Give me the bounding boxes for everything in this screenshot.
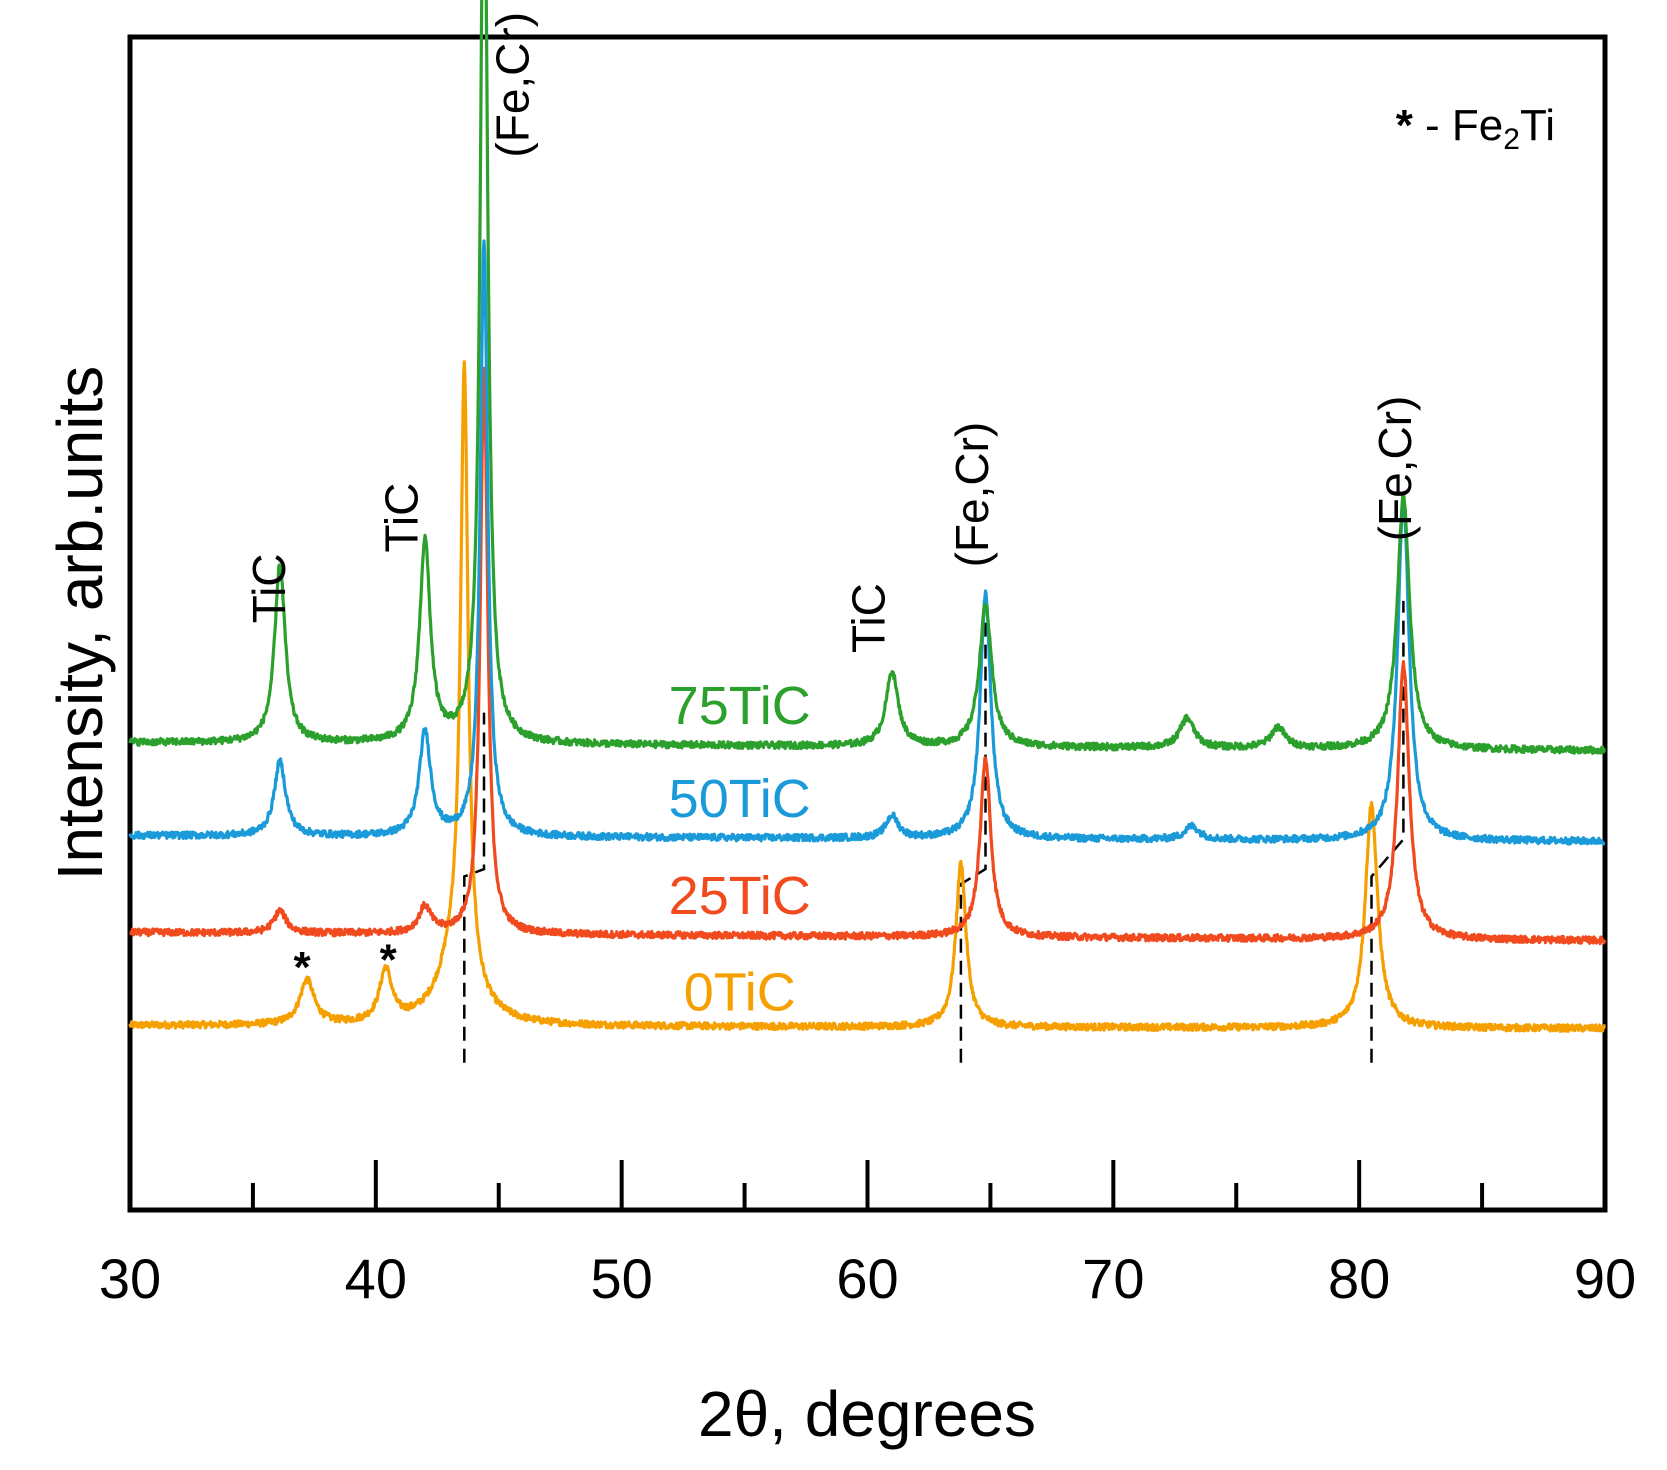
series-label: 75TiC bbox=[669, 676, 811, 736]
peak-label: TiC bbox=[376, 483, 428, 553]
x-tick-label: 50 bbox=[591, 1247, 653, 1310]
y-axis-title: Intensity, arb.units bbox=[44, 366, 116, 881]
series-label: 25TiC bbox=[669, 866, 811, 926]
legend-text-tail: Ti bbox=[1520, 101, 1555, 150]
peak-guide-line bbox=[1370, 600, 1405, 1063]
series-line-0TiC bbox=[128, 360, 1606, 1033]
fe2ti-star-marker: * bbox=[380, 936, 398, 985]
x-tick-label: 90 bbox=[1574, 1247, 1636, 1310]
series-line-50TiC bbox=[128, 239, 1606, 846]
legend: * - Fe2Ti bbox=[1396, 101, 1555, 156]
x-axis-title: 2θ, degrees bbox=[698, 1378, 1036, 1450]
peak-shift-guides bbox=[463, 600, 1405, 1063]
series-line-75TiC bbox=[128, 0, 1606, 755]
series-label: 50TiC bbox=[669, 769, 811, 829]
legend-star-icon: * bbox=[1396, 101, 1414, 150]
series-line-25TiC bbox=[129, 366, 1607, 946]
series-lines bbox=[128, 0, 1607, 1033]
x-tick-label: 30 bbox=[99, 1247, 161, 1310]
legend-subscript: 2 bbox=[1503, 123, 1520, 156]
legend-text: - Fe bbox=[1413, 101, 1503, 150]
x-axis-tick-labels: 30 40 50 60 70 80 90 bbox=[99, 1247, 1636, 1310]
x-tick-label: 40 bbox=[345, 1247, 407, 1310]
x-tick-label: 70 bbox=[1082, 1247, 1144, 1310]
peak-label: (Fe,Cr) bbox=[1369, 396, 1421, 542]
peak-guide-line bbox=[463, 712, 486, 1063]
peak-guide-line bbox=[959, 615, 987, 1063]
series-label: 0TiC bbox=[684, 963, 796, 1023]
peak-label: TiC bbox=[243, 553, 295, 623]
x-axis-ticks bbox=[250, 1160, 1485, 1210]
peak-label: TiC bbox=[843, 583, 895, 653]
fe2ti-star-marker: * bbox=[294, 943, 312, 992]
peak-annotations: TiC TiC TiC (Fe,Cr) (Fe,Cr) (Fe,Cr) * * bbox=[243, 12, 1421, 992]
peak-label: (Fe,Cr) bbox=[946, 422, 998, 568]
x-tick-label: 60 bbox=[836, 1247, 898, 1310]
peak-label: (Fe,Cr) bbox=[486, 12, 538, 158]
x-tick-label: 80 bbox=[1328, 1247, 1390, 1310]
series-labels: 0TiC 25TiC 50TiC 75TiC bbox=[669, 676, 811, 1023]
